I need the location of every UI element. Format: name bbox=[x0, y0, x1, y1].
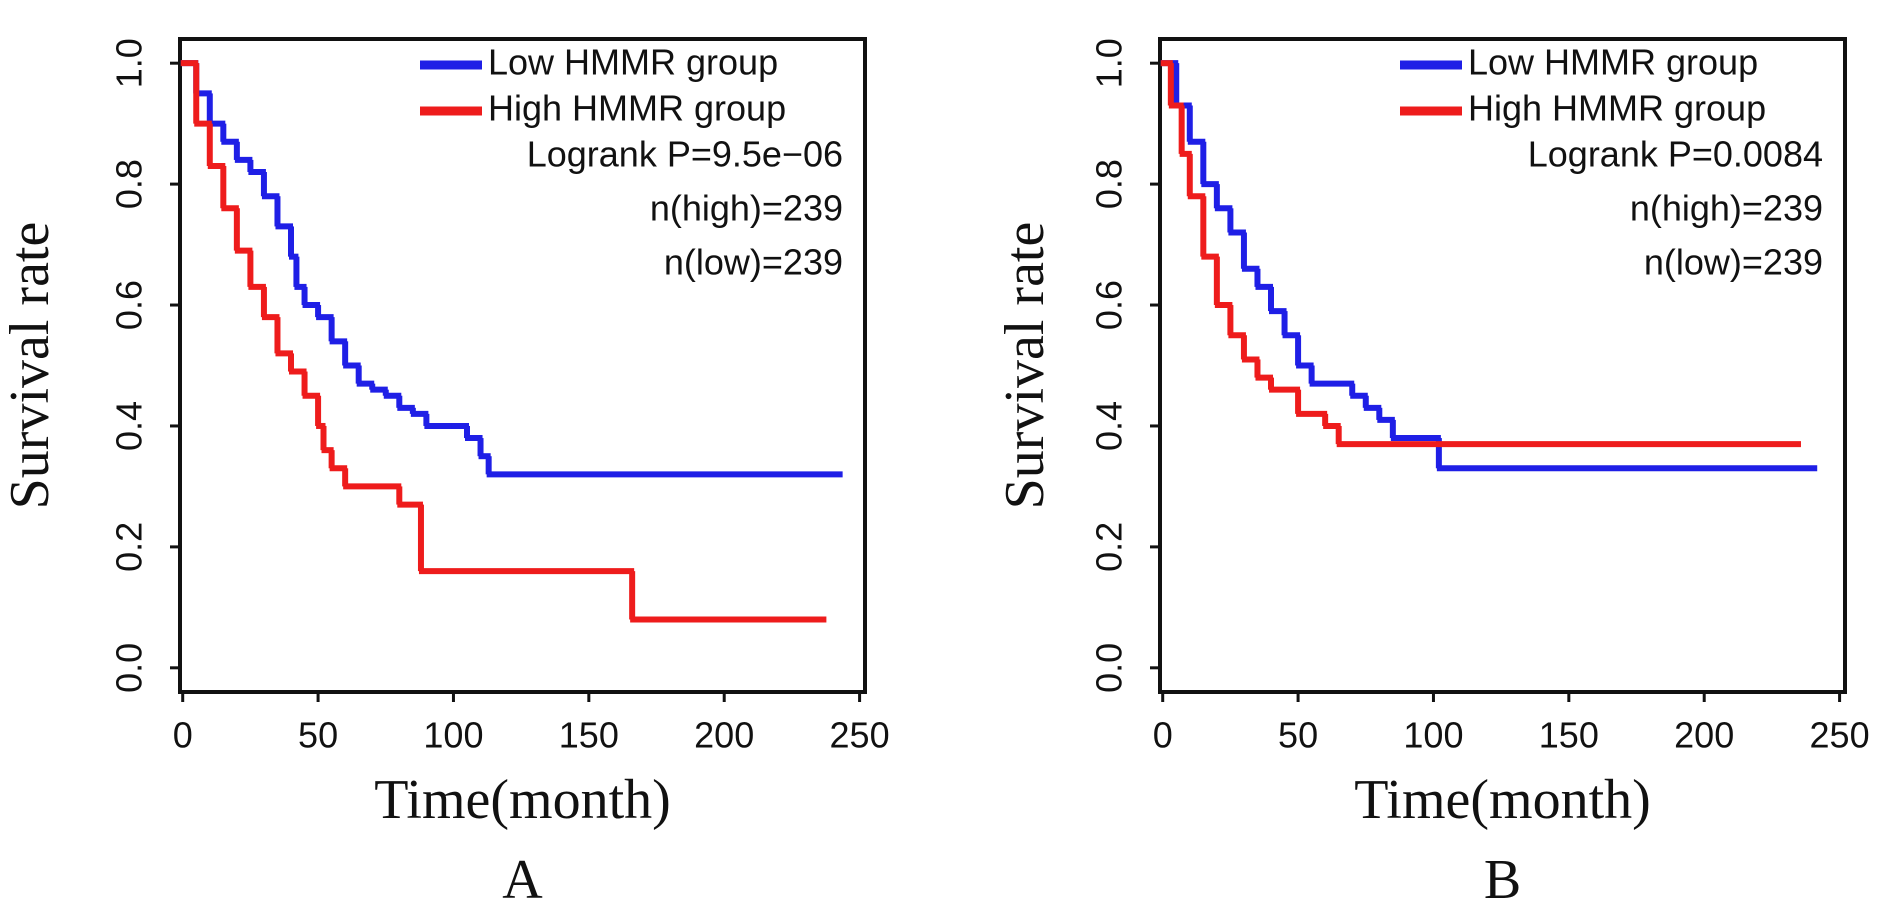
x-tick-label: 200 bbox=[694, 715, 754, 756]
y-tick-label: 0.4 bbox=[109, 401, 150, 451]
annotation: Logrank P=9.5e−06 bbox=[527, 134, 843, 175]
legend-label: High HMMR group bbox=[1468, 88, 1766, 129]
y-axis-title: Survival rate bbox=[0, 222, 61, 510]
y-tick-label: 0.0 bbox=[1089, 643, 1130, 693]
x-axis-title: Time(month) bbox=[374, 769, 671, 831]
annotation: n(high)=239 bbox=[1630, 188, 1823, 229]
y-tick-label: 0.8 bbox=[109, 159, 150, 209]
y-axis-title: Survival rate bbox=[994, 222, 1056, 510]
y-tick-label: 0.8 bbox=[1089, 159, 1130, 209]
legend-label: Low HMMR group bbox=[488, 42, 778, 83]
x-tick-label: 0 bbox=[1153, 715, 1173, 756]
panel-label: A bbox=[502, 849, 543, 911]
annotation: n(low)=239 bbox=[1644, 242, 1823, 283]
y-tick-label: 0.6 bbox=[109, 280, 150, 330]
y-tick-label: 0.2 bbox=[109, 522, 150, 572]
annotation: Logrank P=0.0084 bbox=[1528, 134, 1823, 175]
x-tick-label: 150 bbox=[1539, 715, 1599, 756]
y-tick-label: 0.6 bbox=[1089, 280, 1130, 330]
plot-frame bbox=[1158, 37, 1847, 694]
x-tick-label: 100 bbox=[1403, 715, 1463, 756]
x-tick-label: 250 bbox=[1810, 715, 1870, 756]
x-axis-title: Time(month) bbox=[1354, 769, 1651, 831]
y-tick-label: 1.0 bbox=[109, 38, 150, 88]
x-tick-label: 150 bbox=[559, 715, 619, 756]
y-tick-label: 0.2 bbox=[1089, 522, 1130, 572]
annotation: n(high)=239 bbox=[650, 188, 843, 229]
y-tick-label: 0.4 bbox=[1089, 401, 1130, 451]
plot-frame bbox=[178, 37, 867, 694]
x-tick-label: 100 bbox=[423, 715, 483, 756]
x-tick-label: 50 bbox=[1278, 715, 1318, 756]
x-tick-label: 0 bbox=[173, 715, 193, 756]
panel-label: B bbox=[1484, 849, 1521, 911]
legend-label: Low HMMR group bbox=[1468, 42, 1758, 83]
y-tick-label: 1.0 bbox=[1089, 38, 1130, 88]
x-tick-label: 200 bbox=[1674, 715, 1734, 756]
annotation: n(low)=239 bbox=[664, 242, 843, 283]
legend-label: High HMMR group bbox=[488, 88, 786, 129]
x-tick-label: 50 bbox=[298, 715, 338, 756]
y-tick-label: 0.0 bbox=[109, 643, 150, 693]
x-tick-label: 250 bbox=[830, 715, 890, 756]
